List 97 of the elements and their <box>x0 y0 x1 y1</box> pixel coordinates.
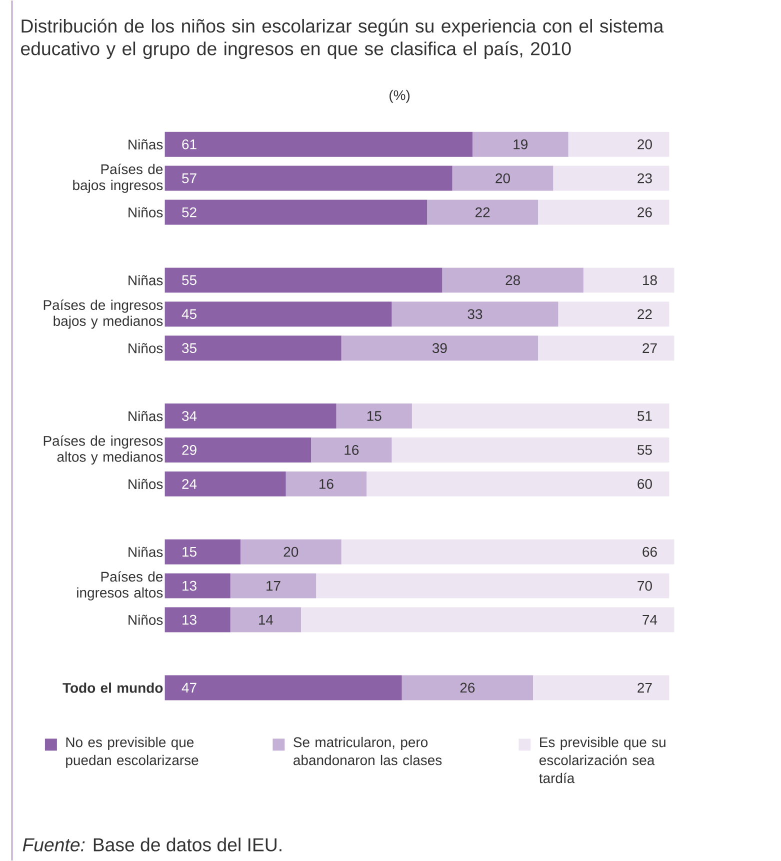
data-label: 39 <box>432 343 447 354</box>
bar <box>164 200 428 225</box>
data-label: 34 <box>182 411 197 421</box>
data-label: 15 <box>182 546 196 557</box>
data-label: 24 <box>182 479 197 489</box>
bar <box>164 539 240 564</box>
bar <box>164 166 452 191</box>
y-tick-label: Niñas <box>128 139 163 150</box>
bar <box>402 675 533 700</box>
bar <box>230 573 316 598</box>
bar <box>316 573 670 598</box>
data-label: 45 <box>182 309 196 320</box>
bar <box>366 471 670 496</box>
bar <box>286 471 367 496</box>
data-label: 74 <box>642 614 658 625</box>
bar <box>164 675 402 700</box>
y-tick-label: Niños <box>128 478 163 490</box>
y-tick-label: Países de ingresos altos <box>77 571 163 600</box>
bar <box>164 438 312 462</box>
data-label: 22 <box>475 207 490 218</box>
bar <box>568 132 670 157</box>
data-label: 13 <box>182 614 196 625</box>
bar <box>164 336 342 361</box>
bar <box>336 404 412 429</box>
bar <box>472 132 568 157</box>
y-tick-label: Países de ingresos bajos y medianos <box>44 300 163 329</box>
y-tick-label: Niños <box>128 207 163 218</box>
bar <box>427 200 538 225</box>
data-label: 51 <box>637 411 652 421</box>
legend-label: Es previsible que su escolarización sea tardía <box>539 736 666 784</box>
data-label: 17 <box>266 581 280 591</box>
data-label: 61 <box>182 139 196 150</box>
data-label: 16 <box>344 445 359 455</box>
data-label: 33 <box>468 309 482 320</box>
data-label: 66 <box>642 546 657 557</box>
data-label: 52 <box>182 207 196 218</box>
bar <box>412 404 670 429</box>
chart-title: Distribución de los niños sin escolarizar según su experiencia con el sistema educativo y el grupo de ingresos en que se clasifica el país, 2010 <box>20 18 664 59</box>
data-label: 29 <box>182 445 196 455</box>
bar <box>311 438 392 462</box>
bar <box>164 302 392 327</box>
data-label: 26 <box>638 207 652 218</box>
bar <box>164 607 230 632</box>
data-label: 20 <box>496 173 510 184</box>
bar <box>442 268 584 293</box>
data-label: 23 <box>638 173 652 184</box>
y-tick-label: Países de bajos ingresos <box>73 164 163 193</box>
data-label: 26 <box>460 682 475 693</box>
y-tick-label: Niñas <box>128 410 163 422</box>
chart-subtitle: (%) <box>389 90 410 103</box>
data-label: 20 <box>638 139 652 150</box>
y-tick-label: Países de ingresos altos y medianos <box>44 435 163 465</box>
data-label: 35 <box>182 343 196 354</box>
bar <box>164 132 472 157</box>
y-tick-label: Niñas <box>128 546 163 558</box>
bar <box>538 200 670 225</box>
data-label: 55 <box>182 275 196 286</box>
bar <box>553 166 670 191</box>
data-label: 15 <box>367 411 382 421</box>
data-label: 13 <box>182 580 196 591</box>
bar <box>164 404 336 429</box>
data-label: 27 <box>642 343 657 353</box>
data-label: 55 <box>637 445 652 455</box>
bar <box>230 607 301 632</box>
data-label: 18 <box>642 275 657 286</box>
bar <box>164 268 442 293</box>
data-label: 47 <box>182 682 196 693</box>
data-label: 57 <box>182 173 196 184</box>
data-label: 70 <box>638 580 652 591</box>
bar <box>240 539 342 564</box>
y-tick-label: Todo el mundo <box>62 682 163 693</box>
data-label: 20 <box>284 546 298 557</box>
text: Fuente: Base de datos del IEU. <box>22 838 282 852</box>
bar <box>452 166 554 191</box>
bar <box>538 336 674 361</box>
data-label: 60 <box>638 479 652 489</box>
bar <box>392 302 558 327</box>
bar <box>341 539 674 564</box>
bar <box>583 268 674 293</box>
legend-label: No es previsible que puedan escolarizarse <box>66 736 198 768</box>
data-label: 22 <box>638 309 652 320</box>
y-tick-label: Niños <box>128 614 163 625</box>
data-label: 19 <box>514 139 528 150</box>
legend-label: Se matricularon, pero abandonaron las clases <box>293 736 442 766</box>
y-tick-label: Niños <box>128 342 163 354</box>
bar <box>341 336 538 361</box>
bar <box>392 438 670 462</box>
bar <box>300 607 674 632</box>
bar <box>164 573 230 598</box>
y-tick-label: Niñas <box>128 275 163 286</box>
data-label: 14 <box>258 614 273 625</box>
bar <box>532 675 670 700</box>
bar <box>164 471 286 496</box>
data-label: 28 <box>506 275 520 286</box>
bar <box>558 302 670 327</box>
data-label: 27 <box>638 682 652 693</box>
data-label: 16 <box>319 479 334 489</box>
